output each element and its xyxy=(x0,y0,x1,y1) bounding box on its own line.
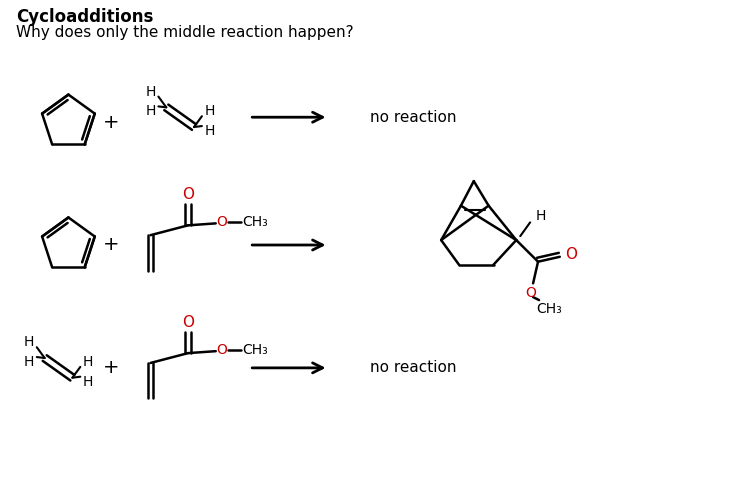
Text: +: + xyxy=(103,358,119,377)
Text: CH₃: CH₃ xyxy=(242,343,268,357)
Text: +: + xyxy=(103,113,119,132)
Text: Cycloadditions: Cycloadditions xyxy=(16,8,153,26)
Text: O: O xyxy=(182,315,194,330)
Text: H: H xyxy=(205,124,215,138)
Text: +: + xyxy=(103,236,119,254)
Text: H: H xyxy=(145,85,156,98)
Text: H: H xyxy=(83,355,93,369)
Text: CH₃: CH₃ xyxy=(242,216,268,229)
Text: H: H xyxy=(205,104,215,118)
Text: H: H xyxy=(23,355,34,369)
Text: H: H xyxy=(145,104,156,118)
Text: H: H xyxy=(23,335,34,349)
Text: O: O xyxy=(217,343,227,357)
Text: no reaction: no reaction xyxy=(370,360,457,375)
Text: H: H xyxy=(536,209,546,222)
Text: O: O xyxy=(182,187,194,202)
Text: O: O xyxy=(217,216,227,229)
Text: O: O xyxy=(526,286,537,300)
Text: H: H xyxy=(83,375,93,389)
Text: O: O xyxy=(564,247,577,262)
Text: no reaction: no reaction xyxy=(370,110,457,125)
Text: Why does only the middle reaction happen?: Why does only the middle reaction happen… xyxy=(16,25,354,40)
Text: CH₃: CH₃ xyxy=(536,302,562,316)
